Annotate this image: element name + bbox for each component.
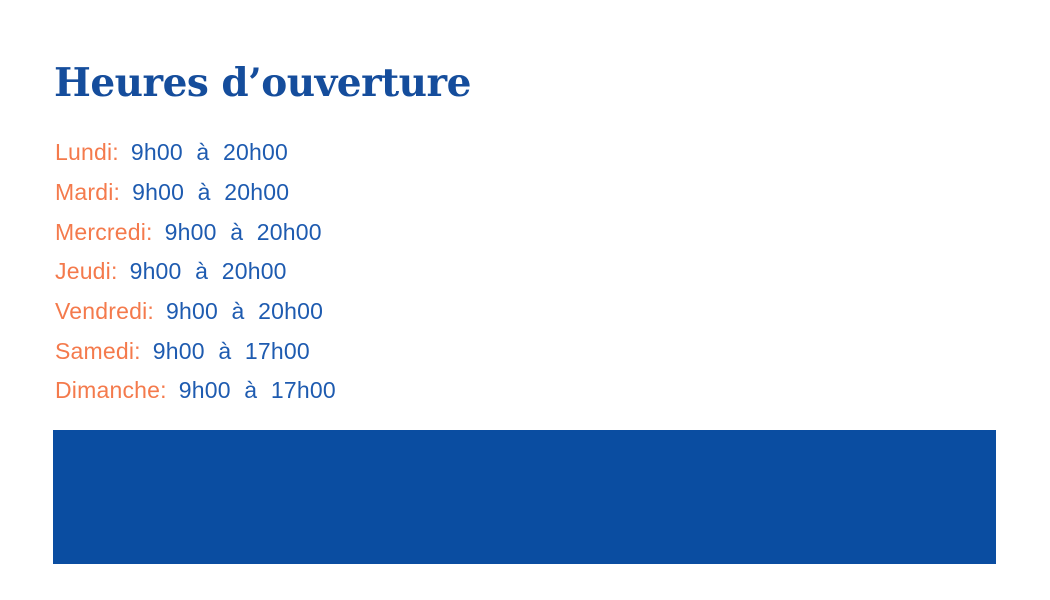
day-label: Dimanche:: [55, 377, 167, 404]
list-item: Samedi: 9h00 à 17h00: [55, 331, 336, 371]
day-label: Mardi:: [55, 179, 121, 206]
time-value: 9h00 à 20h00: [132, 179, 290, 206]
page-title: Heures d’ouverture: [54, 60, 471, 106]
day-label: Lundi:: [55, 139, 119, 166]
day-label: Samedi:: [55, 337, 141, 364]
list-item: Jeudi: 9h00 à 20h00: [55, 252, 336, 292]
list-item: Vendredi: 9h00 à 20h00: [55, 292, 336, 332]
time-value: 9h00 à 17h00: [152, 337, 310, 364]
list-item: Mercredi: 9h00 à 20h00: [55, 212, 336, 252]
time-value: 9h00 à 20h00: [164, 218, 322, 245]
list-item: Mardi: 9h00 à 20h00: [55, 173, 336, 213]
time-value: 9h00 à 20h00: [130, 139, 288, 166]
day-label: Mercredi:: [55, 218, 153, 245]
time-value: 9h00 à 17h00: [178, 377, 336, 404]
opening-hours-list: Lundi: 9h00 à 20h00 Mardi: 9h00 à 20h00 …: [55, 133, 336, 411]
time-value: 9h00 à 20h00: [129, 258, 287, 285]
day-label: Vendredi:: [55, 298, 154, 325]
list-item: Dimanche: 9h00 à 17h00: [55, 371, 336, 411]
day-label: Jeudi:: [55, 258, 118, 285]
time-value: 9h00 à 20h00: [166, 298, 324, 325]
bottom-banner: [53, 430, 996, 564]
list-item: Lundi: 9h00 à 20h00: [55, 133, 336, 173]
